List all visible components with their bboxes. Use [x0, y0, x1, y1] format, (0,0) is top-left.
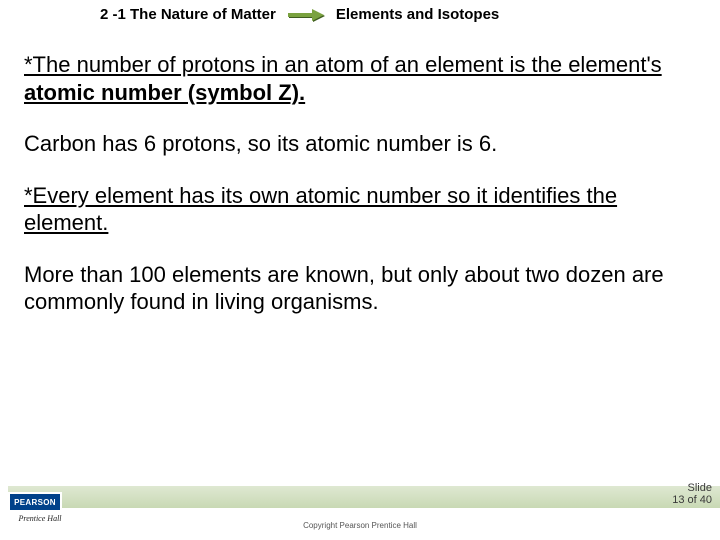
slide-body: *The number of protons in an atom of an …: [0, 23, 720, 316]
paragraph-2: Carbon has 6 protons, so its atomic numb…: [24, 130, 696, 158]
paragraph-4: More than 100 elements are known, but on…: [24, 261, 696, 316]
paragraph-1: *The number of protons in an atom of an …: [24, 51, 696, 106]
slide-position: 13 of 40: [672, 494, 712, 506]
paragraph-1-prefix: *The number of protons in an atom of an …: [24, 52, 662, 77]
slide-label: Slide: [672, 482, 712, 494]
chapter-title: 2 -1 The Nature of Matter: [100, 6, 276, 23]
paragraph-1-bold: atomic number (symbol Z).: [24, 80, 305, 105]
arrow-icon: [286, 7, 326, 23]
pearson-logo-box: PEARSON: [8, 492, 62, 512]
copyright-text: Copyright Pearson Prentice Hall: [0, 521, 720, 530]
paragraph-3: *Every element has its own atomic number…: [24, 182, 696, 237]
footer-stripe: [8, 486, 720, 508]
slide-header: 2 -1 The Nature of Matter Elements and I…: [0, 0, 720, 23]
footer-bar: Slide 13 of 40: [0, 480, 720, 508]
section-subtitle: Elements and Isotopes: [336, 6, 499, 23]
slide-number: Slide 13 of 40: [672, 482, 712, 506]
pearson-logo-text: PEARSON: [14, 498, 56, 507]
slide: 2 -1 The Nature of Matter Elements and I…: [0, 0, 720, 540]
